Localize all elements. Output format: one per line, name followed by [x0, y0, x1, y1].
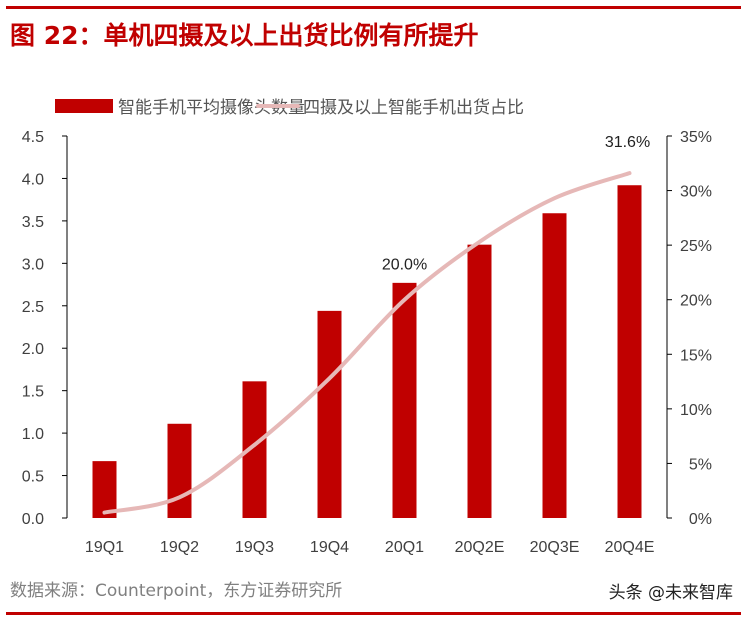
- legend-bar-label: 智能手机平均摄像头数量: [118, 98, 305, 117]
- source-note: 数据来源：Counterpoint，东方证券研究所: [10, 581, 343, 601]
- left-tick-label: 2.5: [22, 299, 44, 316]
- x-tick-label: 19Q1: [85, 539, 124, 556]
- x-tick-label: 19Q2: [160, 539, 199, 556]
- legend-line-label: 四摄及以上智能手机出货占比: [303, 98, 524, 117]
- left-tick-label: 0.5: [22, 469, 44, 486]
- right-tick-label: 10%: [680, 402, 712, 419]
- left-tick-label: 4.0: [22, 171, 44, 188]
- x-tick-label: 20Q3E: [530, 539, 580, 556]
- right-tick-label: 20%: [680, 293, 712, 310]
- chart: 0.0 0.5 1.0 1.5 2.0 2.5 3.0 3.5 4.0 4.5 0% 5% 10% 15%…: [22, 98, 712, 556]
- left-tick-label: 1.5: [22, 384, 44, 401]
- left-tick-label: 3.5: [22, 214, 44, 231]
- bar-20Q1: [392, 282, 417, 518]
- legend-bar-swatch: [55, 99, 113, 113]
- left-tick-label: 0.0: [22, 511, 44, 528]
- right-tick-label: 15%: [680, 347, 712, 364]
- x-tick-label: 20Q4E: [605, 539, 655, 556]
- bar-19Q4: [317, 310, 342, 518]
- x-tick-label: 20Q1: [385, 539, 424, 556]
- bar-20Q4E: [617, 185, 642, 519]
- left-tick-label: 4.5: [22, 129, 44, 146]
- right-tick-label: 30%: [680, 184, 712, 201]
- bar-19Q1: [92, 461, 117, 518]
- right-tick-label: 25%: [680, 238, 712, 255]
- bottom-rule: [6, 612, 741, 615]
- watermark: 头条 @未来智库: [608, 583, 733, 603]
- bar-20Q2E: [467, 244, 492, 518]
- data-label: 31.6%: [605, 134, 650, 151]
- share-line: [102, 171, 632, 515]
- x-tick-label: 20Q2E: [455, 539, 505, 556]
- right-tick-label: 5%: [689, 456, 712, 473]
- bar-19Q2: [167, 423, 192, 518]
- top-rule: [6, 6, 741, 9]
- x-tick-label: 19Q3: [235, 539, 274, 556]
- x-tick-label: 19Q4: [310, 539, 349, 556]
- left-tick-label: 1.0: [22, 426, 44, 443]
- figure-title: 图 22：单机四摄及以上出货比例有所提升: [10, 21, 479, 50]
- right-tick-label: 0%: [689, 511, 712, 528]
- left-tick-label: 2.0: [22, 341, 44, 358]
- data-label: 20.0%: [382, 257, 427, 274]
- bar-20Q3E: [542, 213, 567, 518]
- left-tick-label: 3.0: [22, 256, 44, 273]
- right-tick-label: 35%: [680, 129, 712, 146]
